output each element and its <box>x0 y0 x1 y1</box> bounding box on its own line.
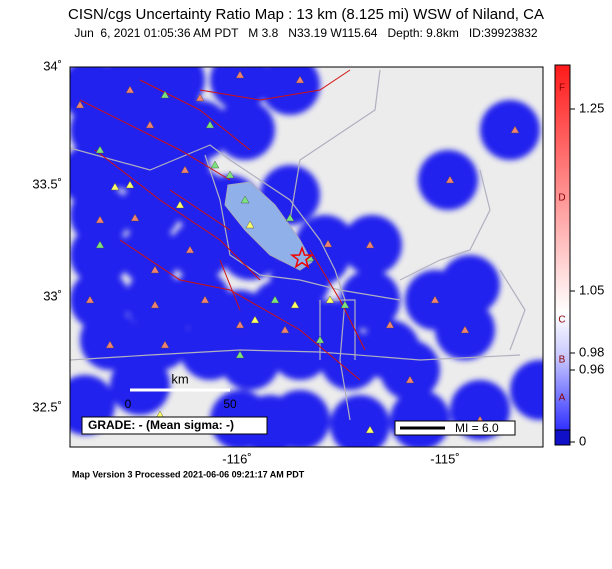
station <box>235 70 245 79</box>
station <box>445 175 455 184</box>
lat-label: 34˚ <box>43 58 62 73</box>
title: CISN/cgs Uncertainty Ratio Map : 13 km (… <box>68 6 544 23</box>
station <box>125 180 135 189</box>
zone <box>215 100 275 160</box>
station <box>245 220 255 229</box>
zone <box>380 340 440 400</box>
zone <box>440 255 500 315</box>
station <box>235 320 245 329</box>
scale-start: 0 <box>125 397 132 411</box>
station <box>200 295 210 304</box>
grade-box <box>81 416 268 435</box>
colorbar-label: 0.96 <box>579 361 604 376</box>
station <box>130 213 140 222</box>
station <box>385 320 395 329</box>
zone <box>80 310 140 370</box>
zone <box>70 225 130 285</box>
station <box>235 350 245 359</box>
scale-end: 50 <box>223 397 237 411</box>
station <box>160 90 170 99</box>
grade-letter: A <box>559 393 566 404</box>
lat-label: 32.5˚ <box>32 399 62 414</box>
scale-bar: km 0 50 <box>125 371 237 411</box>
station <box>323 239 333 248</box>
zone <box>100 130 160 190</box>
mmi-legend: MI = 6.0 <box>455 421 499 435</box>
zone <box>120 180 180 240</box>
lat-label: 33˚ <box>43 288 62 303</box>
colorbar-label: 1.05 <box>579 282 604 297</box>
station <box>75 100 85 109</box>
grade-letter: F <box>559 83 565 94</box>
station <box>270 295 280 304</box>
lon-label: -116˚ <box>222 451 251 466</box>
station <box>325 295 335 304</box>
station <box>510 125 520 134</box>
grade-letter: B <box>559 355 566 366</box>
faults <box>79 69 366 381</box>
zone <box>220 330 280 390</box>
station <box>180 165 190 174</box>
grade: GRADE: - (Mean sigma: -) <box>88 418 234 432</box>
grade-letter: C <box>558 315 565 326</box>
station <box>195 93 205 102</box>
zone <box>330 395 390 447</box>
lat-label: 33.5˚ <box>32 176 62 191</box>
roads <box>70 69 526 421</box>
zone <box>260 67 320 115</box>
station <box>95 240 105 249</box>
station <box>315 335 325 344</box>
stations <box>75 70 520 434</box>
station <box>150 265 160 274</box>
subtitle: Jun 6, 2021 01:05:36 AM PDT M 3.8 N33.19… <box>74 26 537 40</box>
mmi-box <box>394 420 516 436</box>
station <box>250 315 260 324</box>
colorbar-label: 0 <box>579 433 586 448</box>
station <box>145 120 155 129</box>
station <box>430 295 440 304</box>
zone <box>390 390 450 447</box>
station <box>295 75 305 84</box>
station <box>110 182 120 191</box>
station <box>225 170 235 179</box>
colorbar <box>554 64 571 431</box>
station <box>460 325 470 334</box>
colorbar-zero <box>554 429 571 446</box>
scale-unit: km <box>171 371 188 386</box>
station <box>160 340 170 349</box>
station <box>185 245 195 254</box>
station <box>205 120 215 129</box>
map-area <box>70 67 543 447</box>
zone <box>110 355 170 415</box>
station <box>175 200 185 209</box>
zone <box>170 220 230 280</box>
station <box>240 195 250 204</box>
station <box>340 300 350 309</box>
station <box>365 425 375 434</box>
zone <box>510 360 543 420</box>
grade-letter: D <box>558 193 565 204</box>
station <box>290 300 300 309</box>
uncertainty-zones <box>70 67 543 447</box>
station <box>95 215 105 224</box>
station <box>125 85 135 94</box>
colorbar-label: 0.98 <box>579 344 604 359</box>
station <box>210 160 220 169</box>
station <box>285 213 295 222</box>
lon-label: -115˚ <box>430 451 459 466</box>
station <box>405 375 415 384</box>
station <box>95 145 105 154</box>
station <box>105 340 115 349</box>
map-frame <box>69 66 544 448</box>
colorbar-label: 1.25 <box>579 100 604 115</box>
station <box>150 300 160 309</box>
station <box>365 240 375 249</box>
zone <box>480 100 540 160</box>
footer: Map Version 3 Processed 2021-06-06 09:21… <box>72 469 305 479</box>
station <box>280 325 290 334</box>
epicenter <box>289 245 315 269</box>
station <box>85 295 95 304</box>
